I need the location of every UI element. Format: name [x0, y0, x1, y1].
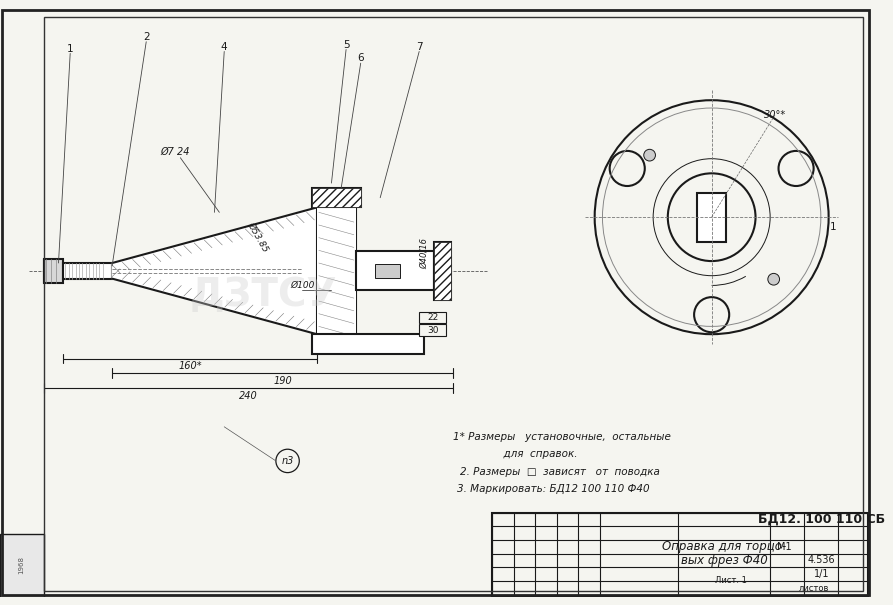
Bar [434, 241, 451, 300]
Text: 160*: 160* [179, 361, 202, 371]
Text: 1/1: 1/1 [814, 569, 830, 579]
Text: Ø7 24: Ø7 24 [161, 147, 190, 157]
Text: 7: 7 [416, 42, 422, 51]
Bar [355, 251, 434, 290]
Bar [317, 208, 355, 334]
Bar [434, 241, 451, 300]
Bar [312, 334, 424, 354]
Bar [312, 188, 361, 208]
Text: 1* Размеры   установочные,  остальные: 1* Размеры установочные, остальные [453, 431, 671, 442]
Bar [44, 259, 63, 283]
Polygon shape [113, 208, 317, 334]
Text: Ø40/16: Ø40/16 [420, 238, 429, 269]
Text: 5: 5 [343, 40, 349, 50]
Text: Лист. 1: Лист. 1 [715, 577, 747, 585]
Bar [492, 512, 868, 597]
Text: 4.536: 4.536 [808, 555, 836, 565]
Text: для  справок.: для справок. [484, 449, 577, 459]
Text: М1: М1 [778, 541, 792, 552]
Text: вых фрез Ф40: вых фрез Ф40 [681, 554, 768, 567]
Bar [375, 264, 400, 278]
Text: 30: 30 [427, 325, 438, 335]
Circle shape [768, 273, 780, 285]
Bar [0, 534, 44, 597]
Text: 30°*: 30°* [764, 110, 786, 120]
Bar [317, 208, 355, 334]
Text: БД12. 100 110 СБ: БД12. 100 110 СБ [758, 513, 885, 526]
Bar [312, 188, 361, 208]
Text: Оправка для торцо-: Оправка для торцо- [663, 540, 787, 553]
Circle shape [610, 151, 645, 186]
Bar [63, 263, 113, 279]
Text: 3. Маркировать: БД12 100 110 Ф40: 3. Маркировать: БД12 100 110 Ф40 [457, 484, 649, 494]
Text: 22: 22 [427, 313, 438, 322]
Text: ДЗТСУ: ДЗТСУ [189, 276, 337, 314]
Circle shape [276, 450, 299, 473]
Bar [419, 312, 446, 324]
Text: 6: 6 [357, 53, 364, 64]
Text: 1: 1 [830, 222, 837, 232]
Text: n3: n3 [281, 456, 294, 466]
Text: 2: 2 [143, 32, 149, 42]
Text: Ø100: Ø100 [290, 281, 314, 290]
Circle shape [779, 151, 814, 186]
Text: 2. Размеры  □  зависят   от  поводка: 2. Размеры □ зависят от поводка [461, 466, 660, 477]
Text: 1968: 1968 [19, 556, 24, 574]
Circle shape [644, 149, 655, 161]
Text: 190: 190 [273, 376, 292, 386]
Bar [697, 193, 726, 241]
Bar [419, 324, 446, 336]
Text: 1: 1 [67, 44, 73, 54]
Text: Ø53.85: Ø53.85 [246, 220, 271, 253]
Circle shape [694, 297, 730, 332]
Text: 240: 240 [239, 391, 258, 401]
Text: листов: листов [799, 584, 830, 593]
Text: 4: 4 [221, 42, 228, 51]
